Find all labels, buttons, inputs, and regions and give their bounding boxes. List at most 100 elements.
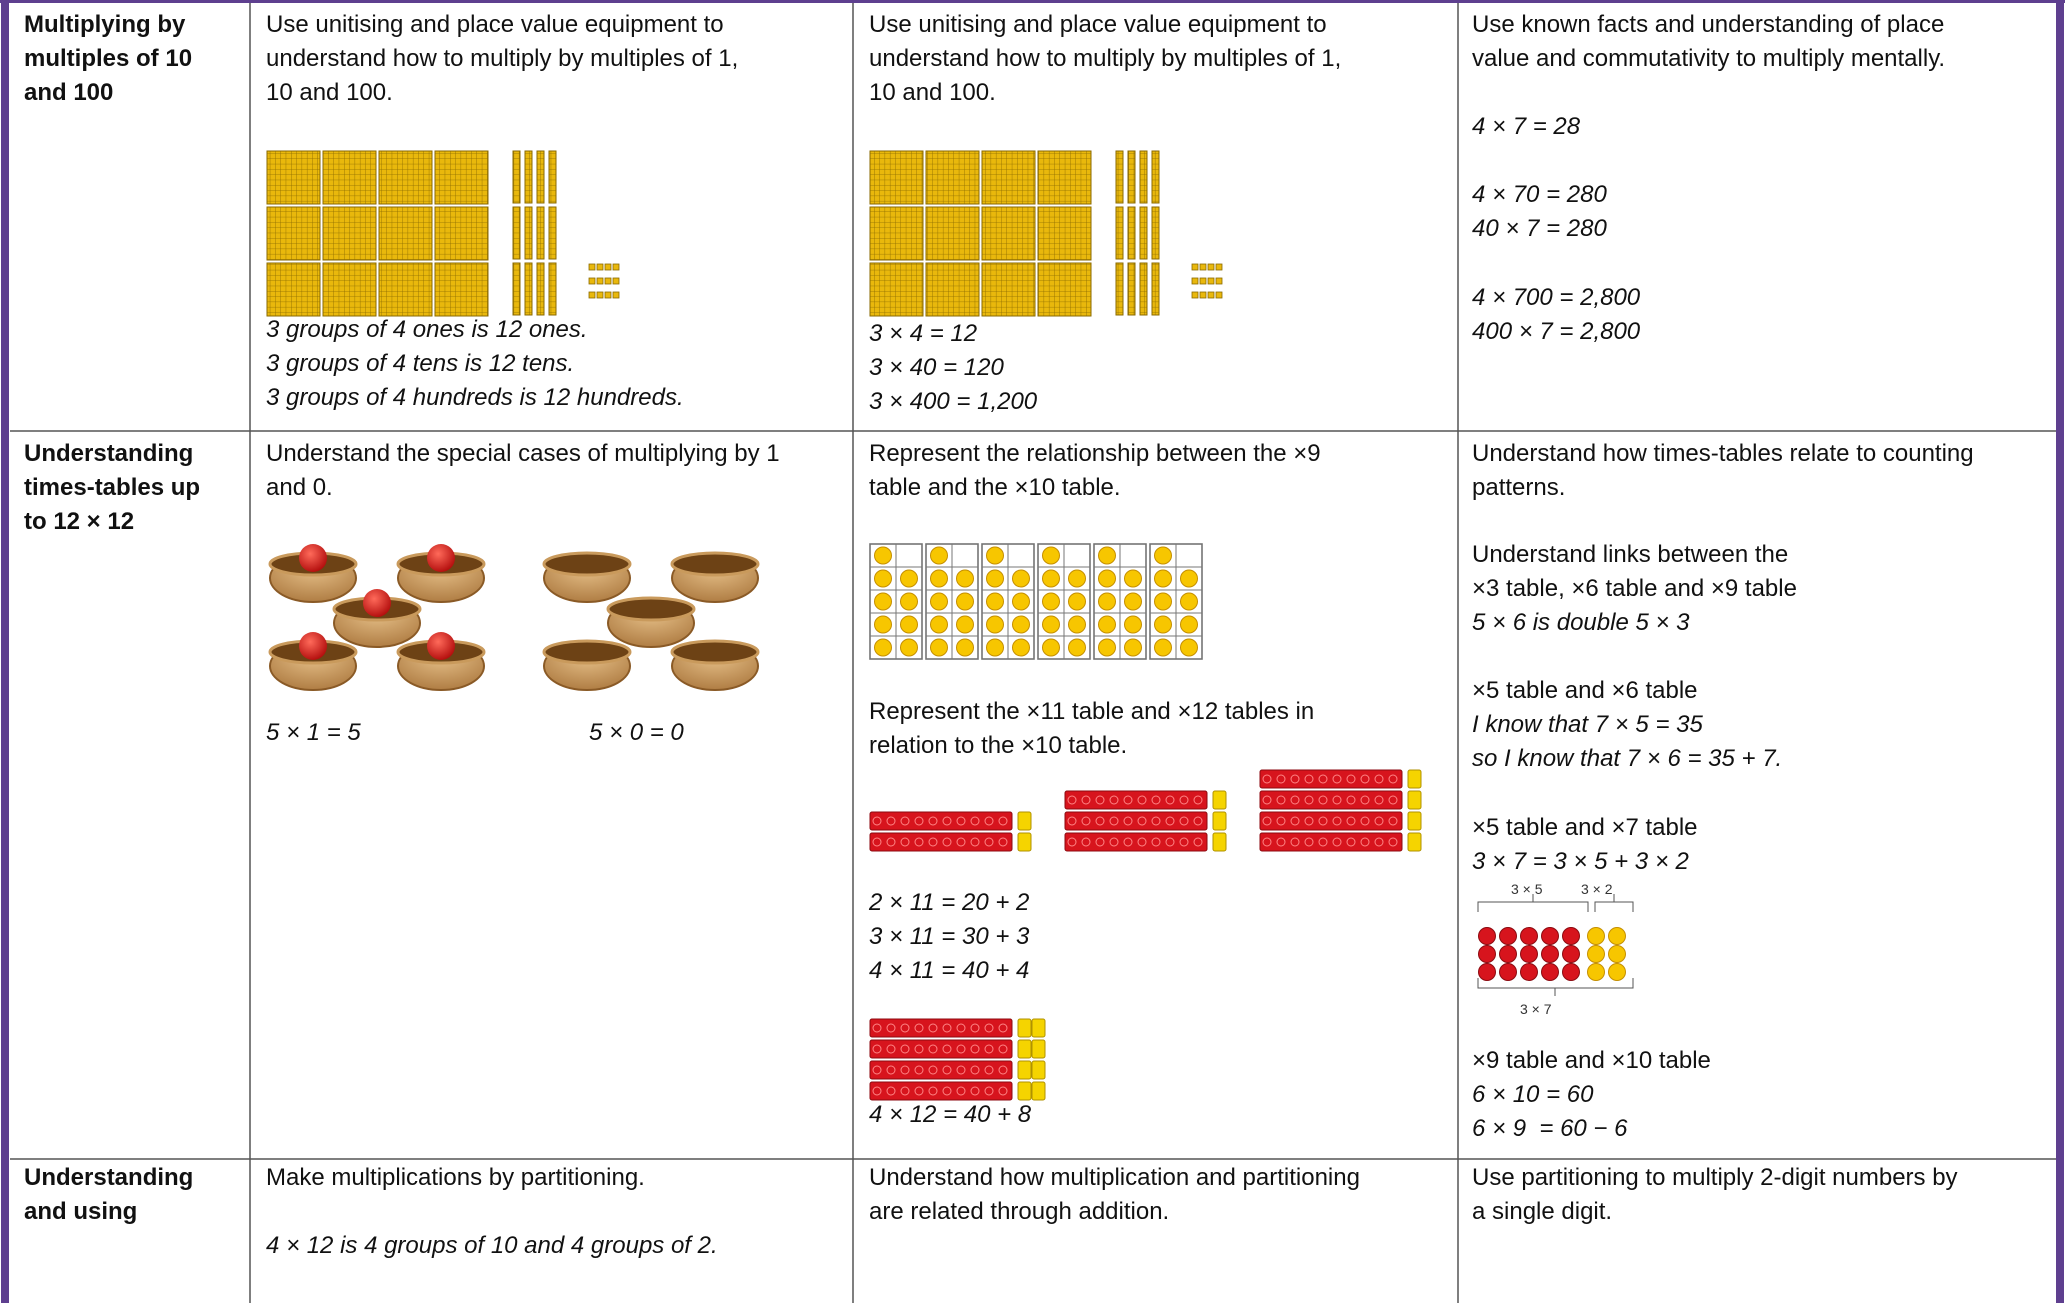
cell-text: so I know that 7 × 6 = 35 + 7.: [1472, 745, 1783, 772]
ten-rod: [1151, 150, 1160, 204]
cube-stud: [1360, 774, 1370, 784]
ten-rod: [1115, 206, 1124, 260]
counter: [1124, 615, 1142, 634]
hundred-square: [981, 262, 1036, 317]
basket-rim: [670, 639, 760, 665]
cube-stud: [1304, 774, 1314, 784]
cell-text: 6 × 10 = 60: [1472, 1081, 1594, 1108]
cube-stud: [984, 1065, 994, 1075]
counter: [1180, 615, 1198, 634]
base-ten-blocks: [266, 150, 620, 317]
one-cube: [1199, 291, 1207, 299]
counter: [1154, 592, 1172, 611]
hundred-square: [266, 150, 321, 205]
cell-text: a single digit.: [1472, 1198, 1613, 1225]
counter: [1562, 945, 1580, 963]
counter: [1042, 546, 1060, 565]
cube-stud: [956, 816, 966, 826]
cube-stud: [928, 837, 938, 847]
hundred-square: [869, 150, 924, 205]
counter: [1042, 592, 1060, 611]
counter: [874, 569, 892, 588]
cube-stud: [872, 837, 882, 847]
yellow-cube: [1017, 1060, 1032, 1080]
counter: [1180, 638, 1198, 657]
counter: [1068, 569, 1086, 588]
cube-stud: [942, 837, 952, 847]
ten-rod: [548, 150, 557, 204]
cube-stud: [1318, 837, 1328, 847]
cell-text: ×3 table, ×6 table and ×9 table: [1472, 575, 1797, 602]
yellow-cube: [1212, 832, 1227, 852]
cell-text: Understand how times-tables relate to co…: [1472, 440, 1974, 467]
cube-stud: [1318, 816, 1328, 826]
counter: [1154, 615, 1172, 634]
cube-stud: [1067, 816, 1077, 826]
counter: [900, 569, 918, 588]
one-cube: [612, 263, 620, 271]
yellow-cube: [1017, 1018, 1032, 1038]
cube-stud: [1388, 795, 1398, 805]
ten-rod: [1139, 262, 1148, 316]
counter: [1098, 638, 1116, 657]
cell-text: ×9 table and ×10 table: [1472, 1047, 1711, 1074]
hundred-square: [434, 262, 489, 317]
one-cube: [1207, 263, 1215, 271]
cube-stud: [956, 1023, 966, 1033]
cube-stud: [1262, 795, 1272, 805]
cube-stud: [1151, 795, 1161, 805]
cube-stud: [942, 1086, 952, 1096]
cube-stud: [914, 816, 924, 826]
yellow-cube: [1212, 790, 1227, 810]
counter: [1180, 592, 1198, 611]
cube-stud: [1123, 816, 1133, 826]
counter: [956, 638, 974, 657]
one-cube: [1207, 277, 1215, 285]
yellow-cube: [1031, 1039, 1046, 1059]
cube-stud: [1290, 774, 1300, 784]
hundred-square: [869, 262, 924, 317]
counter: [1180, 569, 1198, 588]
cell-text: Use unitising and place value equipment …: [266, 11, 724, 38]
counter: [900, 638, 918, 657]
cell-text: value and commutativity to multiply ment…: [1472, 45, 1946, 72]
cube-stud: [970, 1065, 980, 1075]
hundred-square: [869, 206, 924, 261]
cube-stud: [1165, 837, 1175, 847]
red-cubes: [869, 811, 1013, 831]
cell-text: relation to the ×10 table.: [869, 732, 1128, 759]
hundred-square: [378, 262, 433, 317]
yellow-cube: [1017, 832, 1032, 852]
row-heading: and 100: [24, 79, 114, 106]
one-cube: [1207, 291, 1215, 299]
cell-text: Make multiplications by partitioning.: [266, 1164, 645, 1191]
hundred-square: [981, 206, 1036, 261]
cube-stud: [1193, 837, 1203, 847]
one-cube: [588, 277, 596, 285]
hundred-square: [378, 206, 433, 261]
cell-text: Represent the relationship between the ×…: [869, 440, 1321, 467]
hundred-square: [1037, 262, 1092, 317]
basket-rim: [542, 639, 632, 665]
cube-stud: [1388, 816, 1398, 826]
hundred-square: [434, 206, 489, 261]
cube-stud: [872, 1023, 882, 1033]
cube-stud: [1081, 837, 1091, 847]
cube-stud: [1276, 774, 1286, 784]
hundred-square: [434, 150, 489, 205]
cell-text: Understand the special cases of multiply…: [266, 440, 780, 467]
counter: [900, 592, 918, 611]
yellow-cube: [1031, 1081, 1046, 1101]
counter: [1012, 569, 1030, 588]
cube-stud: [872, 1065, 882, 1075]
cube-stud: [942, 816, 952, 826]
cube-stud: [956, 1044, 966, 1054]
cube-stud: [942, 1065, 952, 1075]
ten-rod: [1151, 262, 1160, 316]
cube-stud: [1374, 774, 1384, 784]
counter: [1608, 945, 1626, 963]
cube-stud: [984, 1044, 994, 1054]
row-heading: Understanding: [24, 1164, 194, 1191]
cell-text: 3 × 40 = 120: [869, 354, 1004, 381]
diagram-label: 3 × 7: [1520, 1001, 1552, 1017]
